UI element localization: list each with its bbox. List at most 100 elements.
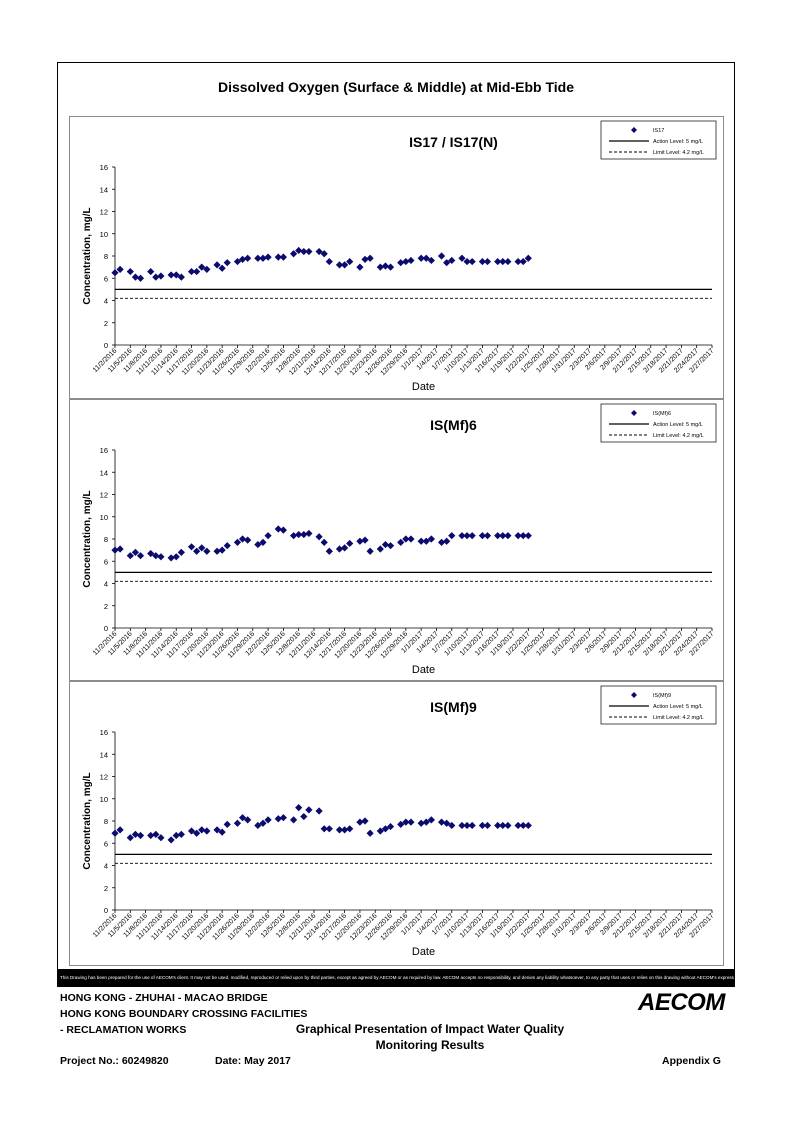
data-point bbox=[356, 537, 364, 545]
data-point bbox=[325, 825, 333, 833]
data-point bbox=[238, 535, 247, 543]
legend-box bbox=[600, 403, 717, 443]
data-point bbox=[218, 546, 226, 554]
data-point bbox=[417, 254, 425, 262]
data-point bbox=[402, 535, 410, 543]
data-point bbox=[279, 253, 287, 261]
data-point bbox=[116, 545, 124, 553]
data-point bbox=[325, 257, 333, 266]
data-point bbox=[289, 532, 298, 540]
data-point bbox=[193, 267, 201, 276]
chart-panel-ismf9: IS(Mf)9 0 2 4 6 8 10 12 14 16 11/2/2016 11/5/2016 11… bbox=[69, 681, 724, 966]
y-tick-label: 14 bbox=[100, 185, 108, 194]
y-tick-label: 10 bbox=[100, 513, 108, 522]
data-point bbox=[504, 532, 512, 540]
data-point bbox=[483, 257, 492, 266]
data-point bbox=[463, 257, 471, 266]
data-point bbox=[126, 267, 134, 276]
data-point bbox=[305, 529, 313, 538]
data-point bbox=[504, 821, 512, 830]
data-point bbox=[346, 257, 354, 266]
data-point bbox=[295, 804, 303, 812]
data-point bbox=[381, 540, 390, 549]
data-point bbox=[264, 253, 272, 261]
data-point bbox=[483, 821, 492, 830]
y-tick-label: 0 bbox=[104, 906, 108, 915]
data-point bbox=[126, 834, 134, 842]
data-point bbox=[514, 532, 522, 540]
legend-label-series: IS17 bbox=[653, 128, 664, 134]
y-tick-label: 14 bbox=[100, 750, 108, 759]
data-point bbox=[315, 807, 323, 815]
chart-ismf9: IS(Mf)9024681012141611/2/201611/5/201611… bbox=[82, 685, 717, 958]
y-tick-label: 6 bbox=[104, 839, 108, 848]
data-point bbox=[244, 536, 252, 544]
aecom-logo: AECOM bbox=[638, 989, 725, 1016]
data-point bbox=[376, 545, 384, 553]
data-point bbox=[254, 540, 262, 549]
data-point bbox=[233, 257, 242, 266]
data-point bbox=[381, 262, 390, 270]
data-point bbox=[346, 539, 354, 548]
data-point bbox=[519, 257, 527, 266]
y-tick-label: 6 bbox=[104, 557, 108, 566]
legend-label-action: Action Level: 5 mg/L bbox=[653, 139, 703, 145]
data-point bbox=[417, 819, 425, 827]
data-point bbox=[366, 829, 374, 837]
data-point bbox=[315, 533, 323, 541]
legend-marker-series bbox=[631, 127, 637, 133]
data-point bbox=[341, 261, 349, 269]
appendix-label: Appendix G bbox=[662, 1055, 721, 1067]
y-tick-label: 12 bbox=[100, 773, 108, 782]
data-point bbox=[376, 263, 384, 271]
data-point bbox=[361, 255, 369, 263]
data-point bbox=[427, 256, 435, 265]
data-point bbox=[264, 532, 272, 540]
legend-marker-series bbox=[631, 692, 637, 698]
data-point bbox=[157, 553, 165, 561]
data-point bbox=[437, 538, 446, 546]
y-tick-label: 16 bbox=[100, 728, 108, 737]
data-point bbox=[524, 532, 532, 540]
disclaimer-bar: This Drawing has been prepared for the u… bbox=[58, 969, 734, 986]
data-point bbox=[320, 825, 328, 833]
data-point bbox=[417, 537, 425, 545]
legend-label-series: IS(Mf)9 bbox=[653, 693, 671, 699]
data-point bbox=[279, 814, 287, 822]
data-point bbox=[366, 254, 374, 262]
data-point bbox=[448, 821, 456, 830]
data-point bbox=[341, 826, 349, 834]
data-point bbox=[366, 547, 374, 555]
legend-label-limit: Limit Level: 4.2 mg/L bbox=[653, 150, 704, 156]
y-axis-label: Concentration, mg/L bbox=[82, 207, 93, 304]
chart-panel-ismf6: IS(Mf)6 0 2 4 6 8 10 12 14 16 11/2/2016 11/5/2016 11… bbox=[69, 399, 724, 681]
data-point bbox=[147, 267, 155, 276]
y-tick-label: 8 bbox=[104, 817, 108, 826]
footer-project-line-2: HONG KONG BOUNDARY CROSSING FACILITIES bbox=[60, 1008, 308, 1020]
data-point bbox=[147, 831, 155, 840]
y-tick-label: 10 bbox=[100, 795, 108, 804]
data-point bbox=[478, 257, 486, 266]
data-point bbox=[136, 274, 145, 282]
x-axis-label: Date bbox=[412, 946, 435, 958]
data-point bbox=[126, 552, 134, 560]
data-point bbox=[524, 821, 532, 830]
footer-project-line-3: - RECLAMATION WORKS bbox=[60, 1024, 187, 1036]
data-point bbox=[422, 818, 430, 826]
legend-label-series: IS(Mf)6 bbox=[653, 411, 671, 417]
y-tick-label: 2 bbox=[104, 319, 108, 328]
data-point bbox=[167, 836, 175, 844]
data-point bbox=[187, 827, 196, 835]
data-point bbox=[167, 271, 175, 279]
data-point bbox=[213, 547, 221, 555]
data-point bbox=[111, 546, 119, 554]
y-axis-label: Concentration, mg/L bbox=[82, 772, 93, 869]
y-tick-label: 16 bbox=[100, 163, 108, 172]
data-point bbox=[407, 256, 415, 265]
y-tick-label: 0 bbox=[104, 624, 108, 633]
y-tick-label: 12 bbox=[100, 491, 108, 500]
y-tick-label: 0 bbox=[104, 341, 108, 350]
data-point bbox=[458, 821, 466, 830]
data-point bbox=[407, 818, 415, 826]
data-point bbox=[514, 257, 522, 266]
